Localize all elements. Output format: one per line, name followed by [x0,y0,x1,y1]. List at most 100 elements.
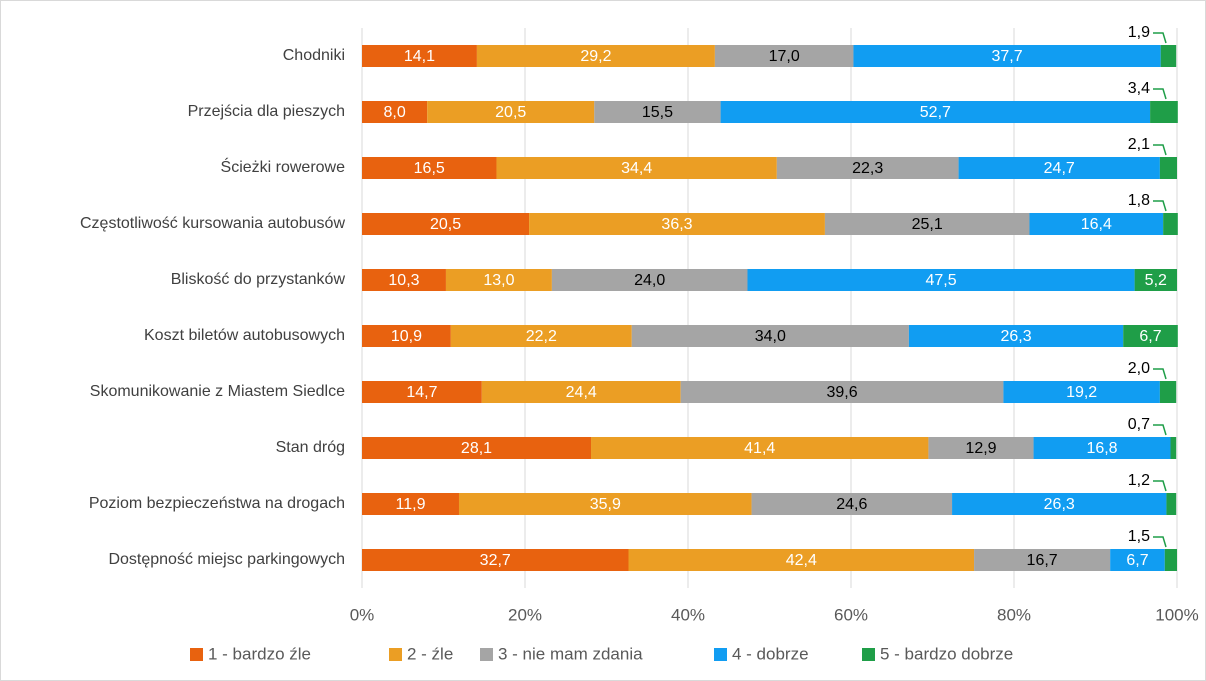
data-label: 1,2 [1128,472,1150,489]
data-label: 34,0 [755,328,786,345]
data-label: 25,1 [912,216,943,233]
category-label: Koszt biletów autobusowych [144,327,345,344]
category-label: Skomunikowanie z Miastem Siedlce [90,383,345,400]
bar-segment [952,493,1167,515]
bar-segment [1110,549,1165,571]
data-label: 15,5 [642,104,673,121]
data-label: 24,6 [836,496,867,513]
bar-segment [594,101,721,123]
data-label: 52,7 [920,104,951,121]
bar-segment [928,437,1034,459]
bar-segment [776,157,959,179]
bar-segment [476,45,715,67]
bar-segment [362,157,497,179]
data-label: 32,7 [480,552,511,569]
data-label: 22,2 [526,328,557,345]
bar-segment [974,549,1111,571]
data-label: 1,9 [1128,24,1150,41]
data-label: 42,4 [786,552,817,569]
category-label: Stan dróg [276,439,345,456]
leader-line [1153,368,1167,380]
data-label: 1,8 [1128,192,1150,209]
bar-segment [1159,157,1177,179]
data-label: 3,4 [1128,80,1150,97]
data-label: 11,9 [396,496,426,513]
data-label: 26,3 [1000,328,1031,345]
bar-segment [958,157,1160,179]
bar-segment [450,325,632,347]
data-label: 24,7 [1044,160,1075,177]
bar-segment [1033,437,1171,459]
bar-segment [481,381,681,403]
legend-swatch [389,648,402,661]
bar-segment [496,157,777,179]
data-label: 24,0 [634,272,665,289]
data-label: 12,9 [965,440,996,457]
category-label: Częstotliwość kursowania autobusów [80,215,345,232]
category-label: Przejścia dla pieszych [188,103,345,120]
data-label: 26,3 [1044,496,1075,513]
data-label: 20,5 [430,216,461,233]
leader-line [1153,200,1167,212]
data-label: 14,7 [406,384,437,401]
bar-segment [1160,45,1177,67]
data-label: 6,7 [1126,552,1148,569]
x-tick-label: 80% [997,605,1031,624]
data-label: 34,4 [621,160,652,177]
bar-segment [908,325,1124,347]
bar-segment [551,269,748,291]
legend-swatch [862,648,875,661]
bar-segment [1134,269,1177,291]
data-label: 28,1 [461,440,492,457]
data-label: 24,4 [566,384,597,401]
bar-segment [1123,325,1178,347]
x-tick-label: 40% [671,605,705,624]
legend-swatch [714,648,727,661]
leader-line [1153,480,1167,492]
legend-label: 3 - nie mam zdania [498,644,643,663]
bar-segment [824,213,1030,235]
bar-segment [362,101,428,123]
x-tick-label: 0% [350,605,375,624]
bar-segment [751,493,953,515]
bar-segment [362,325,451,347]
bar-segment [362,493,459,515]
data-label: 10,3 [388,272,419,289]
bar-segment [631,325,909,347]
bar-segment [628,549,975,571]
x-tick-label: 20% [508,605,542,624]
bar-segment [1159,381,1177,403]
legend-label: 1 - bardzo źle [208,644,311,663]
data-label: 16,4 [1081,216,1112,233]
bar-segment [680,381,1004,403]
bar-segment [1170,437,1177,459]
data-label: 37,7 [992,48,1023,65]
category-label: Bliskość do przystanków [171,271,346,288]
x-tick-label: 60% [834,605,868,624]
data-label: 19,2 [1066,384,1097,401]
bar-segment [529,213,825,235]
data-label: 47,5 [925,272,956,289]
data-label: 29,2 [580,48,611,65]
bar-segment [1150,101,1178,123]
bar-segment [362,549,629,571]
data-label: 8,0 [383,104,405,121]
data-label: 35,9 [590,496,621,513]
bar-segment [1166,493,1177,515]
data-label: 41,4 [744,440,775,457]
bar-segment [458,493,752,515]
category-label: Ścieżki rowerowe [221,157,346,176]
data-label: 1,5 [1128,528,1150,545]
bar-segment [427,101,595,123]
leader-line [1153,144,1167,156]
data-label: 0,7 [1128,416,1150,433]
data-label: 10,9 [391,328,422,345]
bar-segment [1003,381,1160,403]
bar-segment [362,213,530,235]
category-label: Chodniki [283,47,345,64]
data-label: 6,7 [1139,328,1161,345]
data-label: 5,2 [1145,272,1167,289]
data-label: 2,1 [1128,136,1150,153]
data-label: 16,8 [1086,440,1117,457]
